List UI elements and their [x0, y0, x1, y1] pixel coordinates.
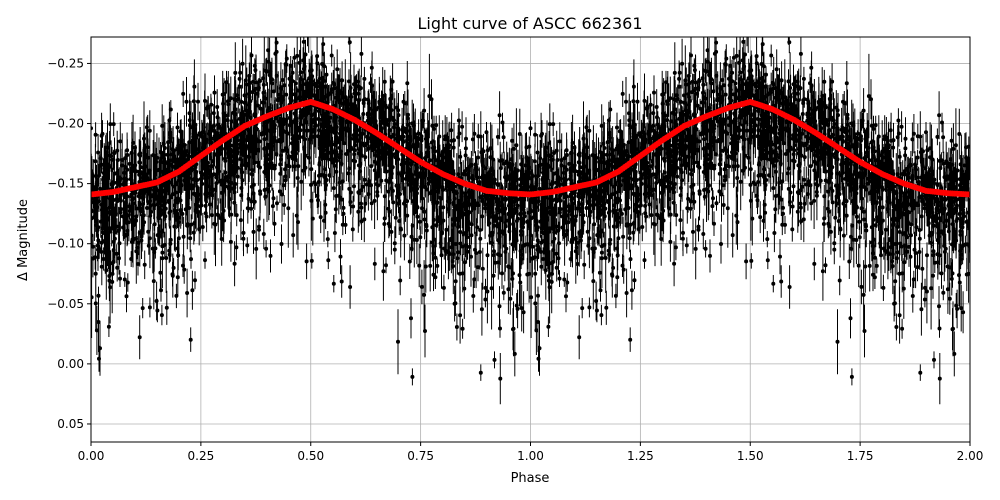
x-tick-label: 0.50	[297, 449, 324, 463]
x-tick-label: 1.50	[737, 449, 764, 463]
x-tick-label: 0.00	[78, 449, 105, 463]
axis-ticks: 0.00 0.25 0.50 0.75 1.00 1.25 1.50 1.75 2.00 −0.2…	[47, 56, 983, 463]
x-tick-label: 0.25	[188, 449, 215, 463]
y-tick-label: 0.05	[57, 417, 84, 431]
x-tick-label: 1.00	[517, 449, 544, 463]
x-tick-label: 0.75	[407, 449, 434, 463]
binned-mean-point	[967, 191, 970, 198]
data-points	[91, 37, 970, 381]
binned-mean-curve	[91, 98, 970, 198]
x-tick-label: 1.25	[627, 449, 654, 463]
y-tick-label: −0.10	[47, 237, 84, 251]
y-tick-label: −0.15	[47, 177, 84, 191]
chart-title: Light curve of ASCC 662361	[417, 14, 642, 33]
x-axis-label: Phase	[511, 471, 550, 486]
x-tick-label: 1.75	[847, 449, 874, 463]
x-tick-label: 2.00	[957, 449, 984, 463]
y-tick-label: −0.20	[47, 117, 84, 131]
y-tick-label: 0.00	[57, 357, 84, 371]
y-tick-label: −0.25	[47, 56, 84, 70]
y-axis-label: Δ Magnitude	[16, 199, 31, 281]
y-tick-label: −0.05	[47, 297, 84, 311]
